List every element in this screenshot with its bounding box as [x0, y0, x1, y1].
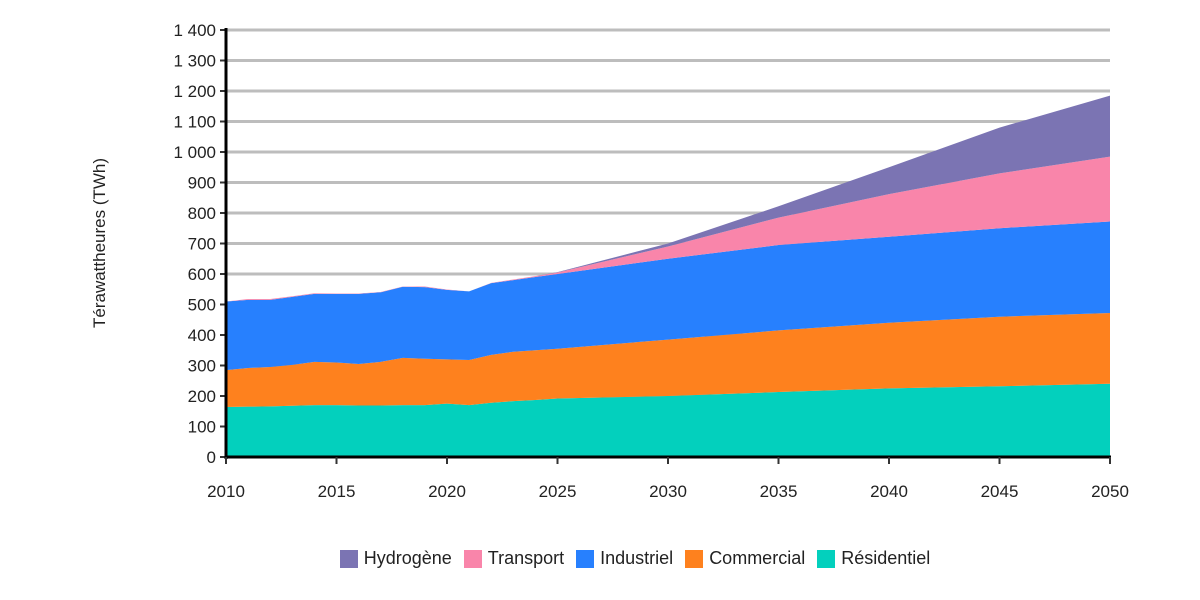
x-tick-label: 2040 — [870, 482, 908, 501]
y-tick-label: 1 300 — [173, 52, 216, 71]
x-tick-label: 2025 — [539, 482, 577, 501]
area-résidentiel — [226, 383, 1110, 457]
axes: 0 100 200 300 400 500 600 700 800 900 1 000 1 100 1 … — [173, 21, 1128, 501]
legend-item: Résidentiel — [817, 548, 930, 569]
legend: Hydrogène Transport Industriel Commercial Ré… — [0, 548, 1200, 569]
legend-item: Commercial — [685, 548, 805, 569]
legend-swatch — [463, 549, 482, 568]
legend-label: Hydrogène — [363, 548, 452, 568]
x-tick-label: 2020 — [428, 482, 466, 501]
legend-item: Industriel — [576, 548, 673, 569]
y-tick-label: 1 000 — [173, 143, 216, 162]
legend-label: Industriel — [600, 548, 674, 568]
legend-swatch — [339, 549, 358, 568]
y-tick-label: 200 — [188, 387, 216, 406]
area-industriel — [226, 221, 1110, 371]
y-axis-label: Térawattheures (TWh) — [90, 158, 109, 328]
area-commercial — [226, 313, 1110, 407]
y-tick-label: 1 200 — [173, 82, 216, 101]
legend-swatch — [576, 549, 595, 568]
x-tick-label: 2045 — [981, 482, 1019, 501]
area-transport — [226, 156, 1110, 302]
x-tick-label: 2050 — [1091, 482, 1129, 501]
x-tick-label: 2030 — [649, 482, 687, 501]
x-tick-label: 2035 — [760, 482, 798, 501]
y-tick-label: 1 400 — [173, 21, 216, 40]
x-tick-label: 2010 — [207, 482, 245, 501]
y-tick-label: 700 — [188, 235, 216, 254]
legend-label: Commercial — [709, 548, 806, 568]
areas — [226, 95, 1110, 457]
legend-label: Résidentiel — [841, 548, 931, 568]
y-tick-label: 600 — [188, 265, 216, 284]
y-tick-label: 900 — [188, 174, 216, 193]
y-tick-label: 400 — [188, 326, 216, 345]
y-tick-label: 0 — [207, 448, 216, 467]
y-tick-label: 1 100 — [173, 113, 216, 132]
legend-swatch — [817, 549, 836, 568]
legend-item: Hydrogène — [339, 548, 452, 569]
y-tick-label: 500 — [188, 296, 216, 315]
legend-label: Transport — [487, 548, 565, 568]
y-tick-label: 800 — [188, 204, 216, 223]
y-tick-label: 300 — [188, 357, 216, 376]
legend-item: Transport — [463, 548, 565, 569]
x-tick-label: 2015 — [318, 482, 356, 501]
y-tick-label: 100 — [188, 418, 216, 437]
legend-swatch — [685, 549, 704, 568]
